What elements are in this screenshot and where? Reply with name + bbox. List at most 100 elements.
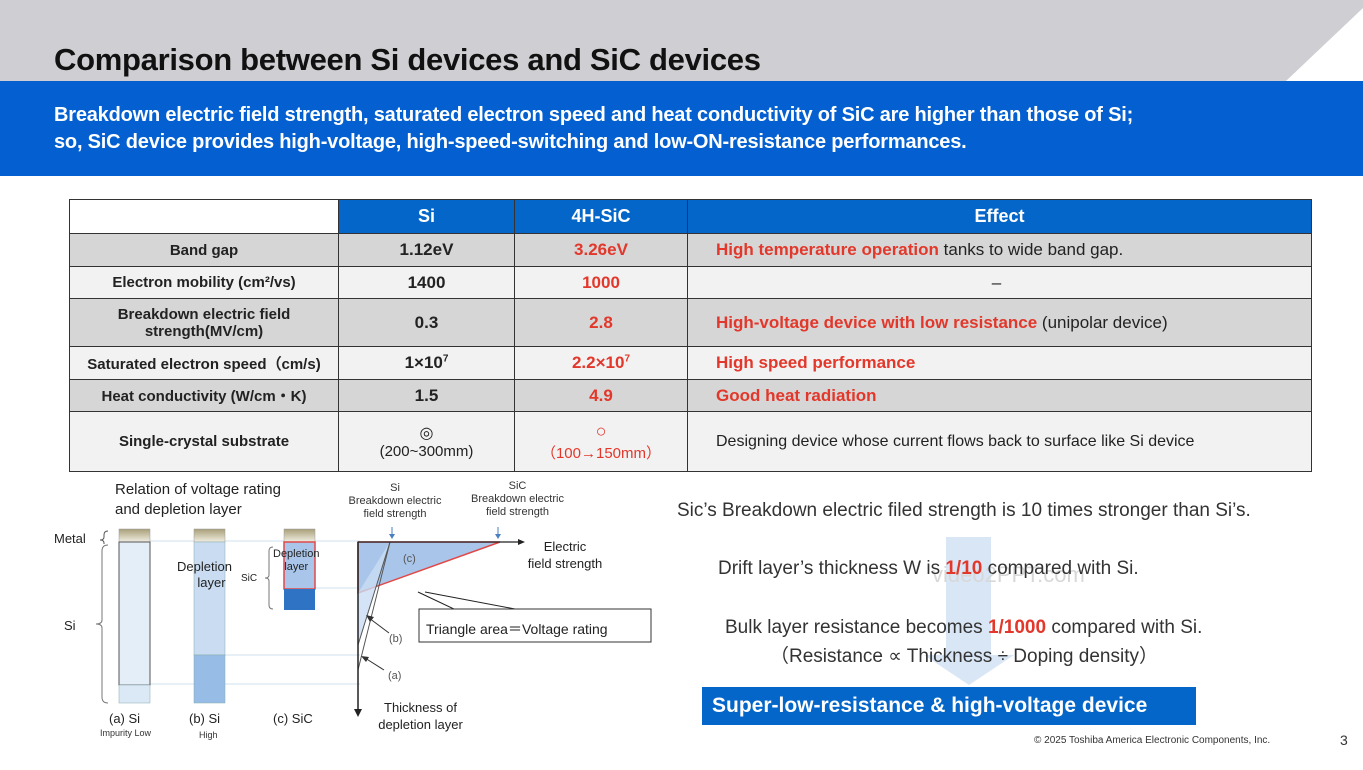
effect-cell: High-voltage device with low resistance … xyxy=(687,298,1312,347)
param-cell: Heat conductivity (W/cm・K) xyxy=(69,379,339,412)
effect-cell: Designing device whose current flows bac… xyxy=(687,411,1312,472)
copyright: © 2025 Toshiba America Electronic Compon… xyxy=(1034,735,1271,746)
label-x-axis: Electric field strength xyxy=(520,538,610,572)
statement-formula: （Resistance ∝ Thickness ÷ Doping density… xyxy=(770,646,1158,667)
page-title: Comparison between Si devices and SiC de… xyxy=(54,42,761,77)
label-col-b: (b) Si xyxy=(189,711,221,726)
sic-bd-line-1: SiC xyxy=(508,480,527,492)
down-arrow-head xyxy=(924,655,1014,685)
diagram-title: Relation of voltage rating and depletion … xyxy=(115,480,281,520)
table-row: Saturated electron speed（cm/s) 1×107 2.2… xyxy=(69,346,1312,380)
header-blank xyxy=(69,199,339,234)
si-value: 1.12eV xyxy=(338,233,515,267)
conclusion-panel: video2PPT.com Sic’s Breakdown electric f… xyxy=(660,480,1360,760)
sic-exponent: 7 xyxy=(624,353,631,365)
depletion-line-2: layer xyxy=(284,561,309,573)
y-axis-line-1: Thickness of xyxy=(384,700,457,715)
si-value: ◎ (200~300mm) xyxy=(338,411,515,472)
resistance-highlight: 1/1000 xyxy=(987,617,1047,638)
thickness-pre: Drift layer’s thickness W is xyxy=(718,558,946,579)
statement-resistance: Bulk layer resistance becomes 1/1000 com… xyxy=(725,617,1202,639)
mark-b: (b) xyxy=(389,633,403,645)
watermark: video2PPT.com xyxy=(932,562,1085,587)
sic-value: 3.26eV xyxy=(514,233,688,267)
statement-breakdown: Sic’s Breakdown electric filed strength … xyxy=(677,500,1251,521)
table-row: Breakdown electric field strength(MV/cm) … xyxy=(69,298,1312,347)
si-value: 1400 xyxy=(338,266,515,299)
si-base: 1×10 xyxy=(404,353,443,372)
header-sic: 4H-SiC xyxy=(514,199,688,234)
label-si: Si xyxy=(64,618,76,633)
down-arrow-icon xyxy=(946,537,991,657)
effect-cell: High temperature operation tanks to wide… xyxy=(687,233,1312,267)
si-bd-line-3: field strength xyxy=(363,508,427,520)
label-col-a-sub: Impurity Low xyxy=(100,728,152,738)
si-bd-line-2: Breakdown electric xyxy=(348,495,442,507)
table-header-row: Si 4H-SiC Effect xyxy=(69,199,1312,234)
sic-value: 4.9 xyxy=(514,379,688,412)
effect-text: tanks to wide band gap. xyxy=(938,240,1124,259)
si-value: 1×107 xyxy=(338,346,515,380)
param-cell: Single-crystal substrate xyxy=(69,411,339,472)
x-axis-line-2: field strength xyxy=(527,556,603,571)
effect-cell: – xyxy=(687,266,1312,299)
resistance-post: compared with Si. xyxy=(1046,617,1203,638)
effect-cell: Good heat radiation xyxy=(687,379,1312,412)
label-col-c: (c) SiC xyxy=(273,711,313,726)
sic-value: 1000 xyxy=(514,266,688,299)
depletion-diagram: Relation of voltage rating and depletion … xyxy=(0,475,670,765)
sic-value: 2.8 xyxy=(514,298,688,347)
label-metal: Metal xyxy=(54,531,86,546)
sic-value: ○ （100→150mm） xyxy=(514,411,688,472)
diagram-title-line-1: Relation of voltage rating xyxy=(115,481,281,498)
label-sic: SiC xyxy=(241,573,258,584)
title-band xyxy=(0,0,1363,81)
param-cell: Breakdown electric field strength(MV/cm) xyxy=(69,298,339,347)
si-substrate-size: (200~300mm) xyxy=(379,443,474,460)
effect-cell: High speed performance xyxy=(687,346,1312,380)
diagram-graphics xyxy=(95,527,652,717)
label-sic-breakdown: SiC Breakdown electric field strength xyxy=(465,480,570,519)
effect-highlight: High temperature operation xyxy=(716,240,939,259)
param-cell: Band gap xyxy=(69,233,339,267)
label-col-b-sub: High xyxy=(199,730,218,740)
circle-icon: ○ xyxy=(595,420,607,441)
thickness-highlight: 1/10 xyxy=(945,558,983,579)
sic-base: 2.2×10 xyxy=(571,353,625,372)
diagram-title-line-2: and depletion layer xyxy=(115,501,242,518)
page-number: 3 xyxy=(1340,732,1348,748)
mark-c: (c) xyxy=(403,553,416,565)
y-axis-line-2: depletion layer xyxy=(378,717,463,732)
comparison-table: Si 4H-SiC Effect Band gap 1.12eV 3.26eV … xyxy=(69,199,1312,472)
effect-highlight: High-voltage device with low resistance xyxy=(716,312,1038,332)
depletion-line-2: layer xyxy=(197,575,226,590)
si-value: 0.3 xyxy=(338,298,515,347)
depletion-line-1: Depletion xyxy=(273,548,320,560)
label-si-breakdown: Si Breakdown electric field strength xyxy=(345,482,445,521)
param-line-1: Breakdown electric field xyxy=(117,305,291,323)
double-circle-icon: ◎ xyxy=(419,425,434,442)
effect-highlight: High speed performance xyxy=(716,353,916,372)
subtitle-text: Breakdown electric field strength, satur… xyxy=(54,102,1334,156)
sic-substrate-size: （100→150mm） xyxy=(540,444,662,462)
resistance-pre: Bulk layer resistance becomes xyxy=(725,617,988,638)
subtitle-banner xyxy=(0,81,1363,176)
sic-bd-line-3: field strength xyxy=(486,506,549,518)
effect-highlight: Good heat radiation xyxy=(716,385,877,405)
table-row: Band gap 1.12eV 3.26eV High temperature … xyxy=(69,233,1312,267)
si-value: 1.5 xyxy=(338,379,515,412)
label-y-axis: Thickness of depletion layer xyxy=(368,699,473,733)
param-cell: Electron mobility (cm²/vs) xyxy=(69,266,339,299)
header-effect: Effect xyxy=(687,199,1312,234)
thickness-post: compared with Si. xyxy=(982,558,1139,579)
result-banner: Super-low-resistance & high-voltage devi… xyxy=(702,687,1196,725)
table-row: Heat conductivity (W/cm・K) 1.5 4.9 Good … xyxy=(69,379,1312,412)
subtitle-line-2: so, SiC device provides high-voltage, hi… xyxy=(54,131,967,153)
effect-text: (unipolar device) xyxy=(1037,312,1168,332)
param-line-2: strength(MV/cm) xyxy=(144,322,264,340)
sic-value: 2.2×107 xyxy=(514,346,688,380)
si-bd-line-1: Si xyxy=(390,482,400,494)
mark-a: (a) xyxy=(388,670,402,682)
label-depletion-c: Depletion layer xyxy=(273,548,319,574)
callout-triangle-area: Triangle area＝Voltage rating xyxy=(426,621,608,637)
